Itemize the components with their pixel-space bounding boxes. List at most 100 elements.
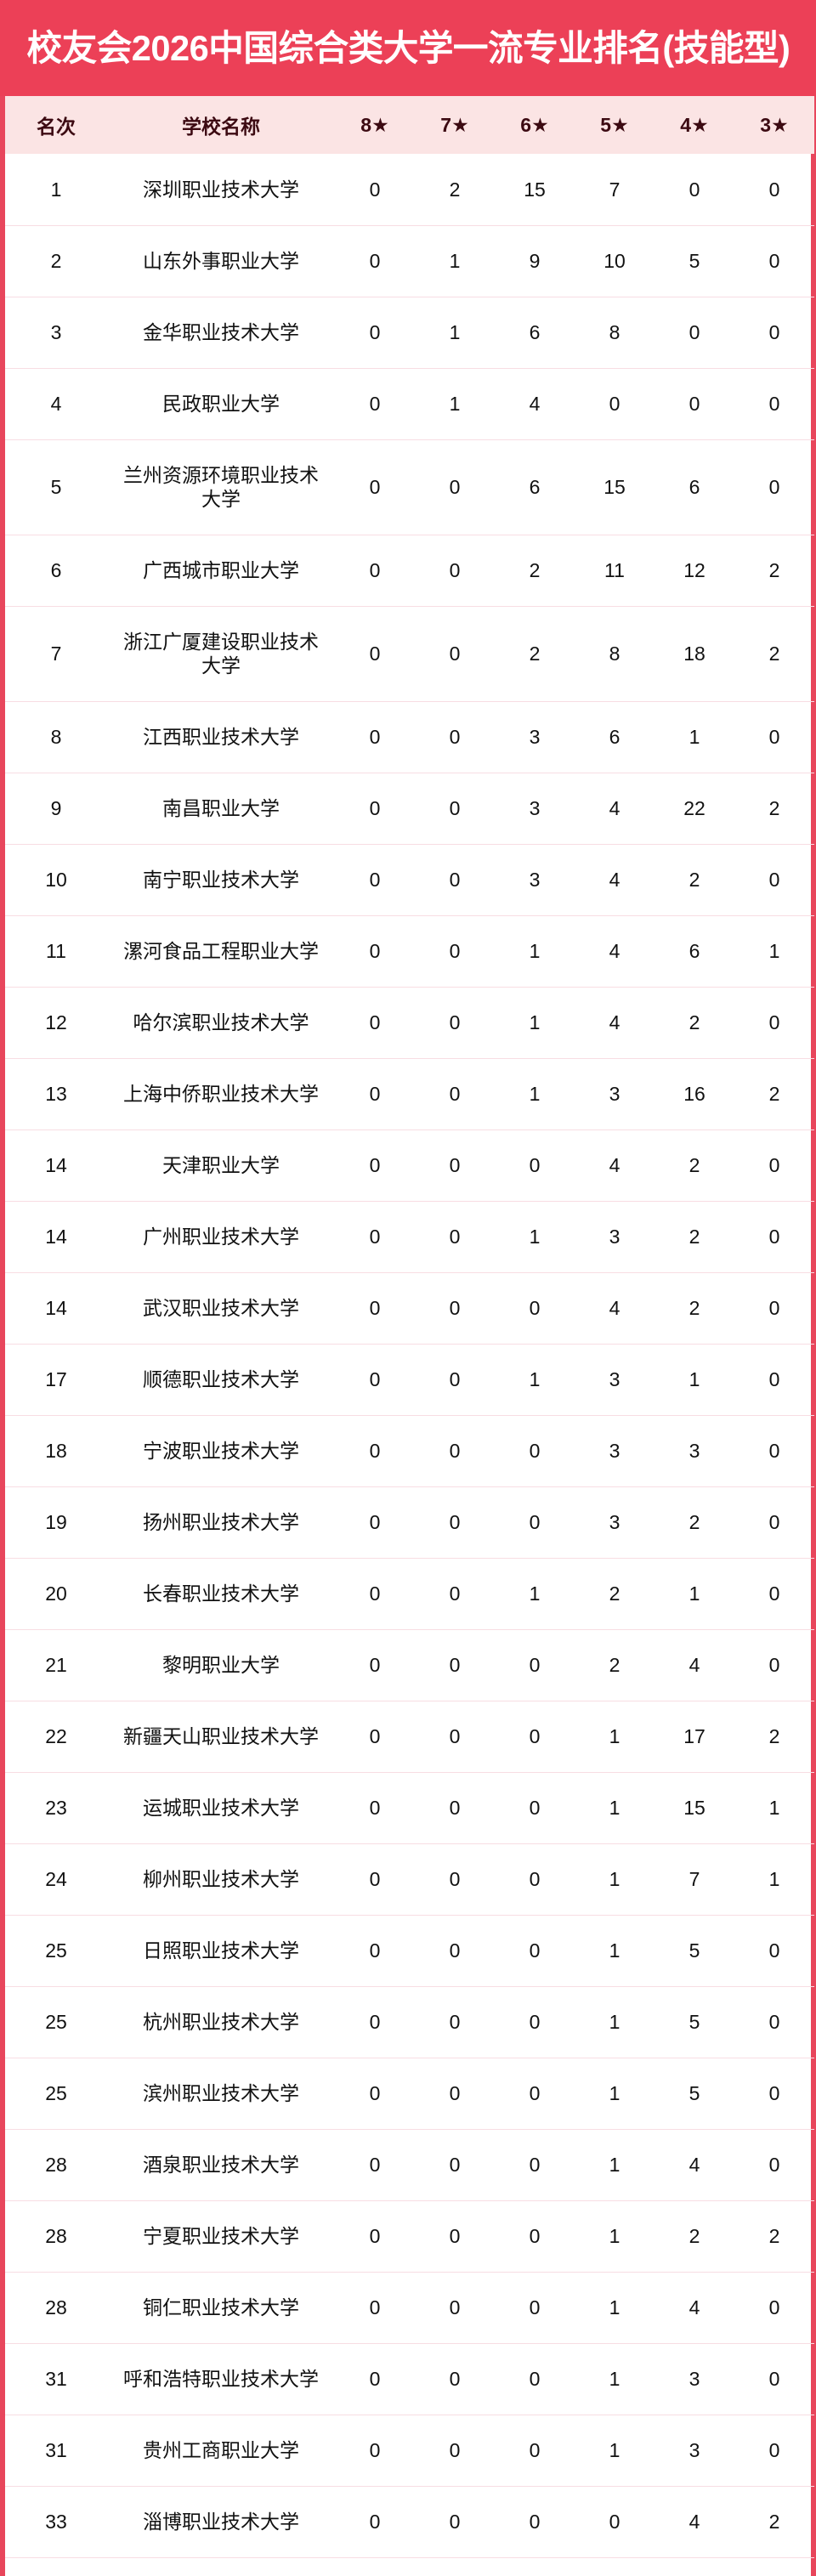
cell-school-name: 天津职业大学 bbox=[162, 1153, 280, 1176]
table-row: 25 杭州职业技术大学 0 0 0 1 5 0 bbox=[5, 1986, 814, 2058]
cell-6star-count: 0 bbox=[529, 1439, 541, 1462]
cell-4star-count: 4 bbox=[688, 2153, 700, 2176]
table-row: 18 宁波职业技术大学 0 0 0 3 3 0 bbox=[5, 1415, 814, 1486]
cell-school-name: 淄博职业技术大学 bbox=[143, 2510, 299, 2533]
cell-7star-count: 1 bbox=[449, 249, 461, 272]
cell-7star-count: 0 bbox=[449, 1724, 461, 1747]
cell-5star-count: 4 bbox=[609, 868, 620, 891]
ranking-table-frame: 名次 学校名称 8★ 7★ 6★ 5★ 4★ 3★ 1 深圳职业技术大学 0 2 15 7… bbox=[0, 96, 816, 2576]
cell-3star-count: 0 bbox=[768, 1225, 780, 1248]
table-row: 14 天津职业大学 0 0 0 4 2 0 bbox=[5, 1129, 814, 1201]
cell-rank: 31 bbox=[45, 2367, 67, 2390]
table-header-row: 名次 学校名称 8★ 7★ 6★ 5★ 4★ 3★ bbox=[5, 96, 814, 154]
cell-4star-count: 2 bbox=[688, 2224, 700, 2247]
cell-8star-count: 0 bbox=[369, 2438, 381, 2461]
cell-5star-count: 0 bbox=[609, 2510, 620, 2533]
cell-7star-count: 0 bbox=[449, 1296, 461, 1319]
cell-8star-count: 0 bbox=[369, 178, 381, 201]
cell-6star-count: 6 bbox=[529, 320, 541, 343]
cell-6star-count: 1 bbox=[529, 1082, 541, 1105]
cell-school-name: 运城职业技术大学 bbox=[143, 1796, 299, 1819]
cell-rank: 25 bbox=[45, 2010, 67, 2033]
cell-7star-count: 0 bbox=[449, 642, 461, 665]
table-row: 28 宁夏职业技术大学 0 0 0 1 2 2 bbox=[5, 2200, 814, 2272]
cell-7star-count: 0 bbox=[449, 2010, 461, 2033]
table-row: 4 民政职业大学 0 1 4 0 0 0 bbox=[5, 368, 814, 439]
cell-3star-count: 0 bbox=[768, 1439, 780, 1462]
cell-4star-count: 22 bbox=[683, 796, 706, 819]
cell-rank: 11 bbox=[46, 939, 66, 962]
cell-4star-count: 5 bbox=[688, 2010, 700, 2033]
cell-4star-count: 0 bbox=[688, 392, 700, 415]
cell-rank: 14 bbox=[45, 1225, 67, 1248]
cell-8star-count: 0 bbox=[369, 868, 381, 891]
cell-8star-count: 0 bbox=[369, 1510, 381, 1533]
cell-3star-count: 0 bbox=[768, 2153, 780, 2176]
cell-5star-count: 10 bbox=[604, 249, 626, 272]
cell-rank: 34 bbox=[5, 2557, 107, 2576]
cell-8star-count: 0 bbox=[369, 725, 381, 748]
table-head: 名次 学校名称 8★ 7★ 6★ 5★ 4★ 3★ bbox=[5, 96, 814, 154]
cell-3star-count: 0 bbox=[768, 2438, 780, 2461]
cell-4star-count: 0 bbox=[688, 320, 700, 343]
cell-3star-count: 0 bbox=[768, 2081, 780, 2104]
cell-5star-count: 4 bbox=[609, 1296, 620, 1319]
cell-4star-count: 3 bbox=[688, 2367, 700, 2390]
cell-8star-count: 0 bbox=[369, 642, 381, 665]
cell-rank: 4 bbox=[50, 392, 62, 415]
cell-8star-count: 0 bbox=[369, 2296, 381, 2318]
cell-8star-count: 0 bbox=[369, 475, 381, 498]
cell-8star-count: 0 bbox=[369, 1582, 381, 1605]
cell-7star-count: 0 bbox=[449, 1867, 461, 1890]
cell-5star-count: 3 bbox=[609, 1082, 620, 1105]
cell-6star-count: 0 bbox=[529, 1867, 541, 1890]
cell-8star-count: 0 bbox=[369, 2153, 381, 2176]
cell-rank: 25 bbox=[45, 2081, 67, 2104]
column-header-5star: 5★ bbox=[600, 113, 629, 136]
cell-3star-count: 2 bbox=[768, 2224, 780, 2247]
cell-5star-count: 0 bbox=[609, 392, 620, 415]
cell-5star-count: 8 bbox=[609, 642, 620, 665]
cell-3star-count: 2 bbox=[768, 642, 780, 665]
column-header-rank: 名次 bbox=[37, 116, 76, 138]
cell-rank: 12 bbox=[45, 1011, 67, 1033]
cell-4star-count: 2 bbox=[688, 1011, 700, 1033]
cell-5star-count: 4 bbox=[609, 1153, 620, 1176]
cell-3star-count: 0 bbox=[768, 1939, 780, 1962]
cell-4star-count: 16 bbox=[683, 1082, 706, 1105]
cell-school-name: 山东外事职业大学 bbox=[143, 249, 299, 272]
cell-7star-count: 0 bbox=[449, 2224, 461, 2247]
cell-school-name: 宁波职业技术大学 bbox=[143, 1439, 299, 1462]
cell-3star-count: 0 bbox=[768, 249, 780, 272]
cell-8star-count: 0 bbox=[369, 1011, 381, 1033]
title-banner: 校友会2026中国综合类大学一流专业排名(技能型) bbox=[0, 0, 816, 96]
cell-8star-count: 0 bbox=[369, 1225, 381, 1248]
cell-4star-count: 7 bbox=[688, 1867, 700, 1890]
cell-6star-count: 0 bbox=[529, 1296, 541, 1319]
cell-3star-count: 0 bbox=[768, 1510, 780, 1533]
cell-4star-count: 1 bbox=[688, 1582, 700, 1605]
cell-7star-count: 0 bbox=[449, 1439, 461, 1462]
table-row: 34乌鲁木齐职业大学000031 bbox=[5, 2557, 814, 2576]
cell-5star-count: 8 bbox=[609, 320, 620, 343]
cell-rank: 33 bbox=[45, 2510, 67, 2533]
cell-school-name: 兰州资源环境职业技术大学 bbox=[123, 463, 319, 510]
cell-7star-count: 0 bbox=[449, 1582, 461, 1605]
cell-school-name: 漯河食品工程职业大学 bbox=[123, 939, 319, 962]
cell-7star-count: 0 bbox=[449, 1225, 461, 1248]
cell-school-name: 武汉职业技术大学 bbox=[143, 1296, 299, 1319]
cell-3star-count: 0 bbox=[768, 2367, 780, 2390]
cell-6star-count: 0 bbox=[529, 1153, 541, 1176]
cell-school-name: 杭州职业技术大学 bbox=[143, 2010, 299, 2033]
cell-rank: 7 bbox=[50, 642, 62, 665]
table-row: 10 南宁职业技术大学 0 0 3 4 2 0 bbox=[5, 844, 814, 915]
table-row: 13 上海中侨职业技术大学 0 0 1 3 16 2 bbox=[5, 1058, 814, 1129]
cell-8star-count: 0 bbox=[369, 1439, 381, 1462]
cell-rank: 10 bbox=[45, 868, 67, 891]
cell-6star-count: 3 bbox=[529, 868, 541, 891]
cell-rank: 14 bbox=[45, 1296, 67, 1319]
cell-6star-count: 0 bbox=[495, 2557, 575, 2576]
cell-5star-count: 4 bbox=[609, 939, 620, 962]
cell-5star-count: 11 bbox=[604, 558, 625, 581]
